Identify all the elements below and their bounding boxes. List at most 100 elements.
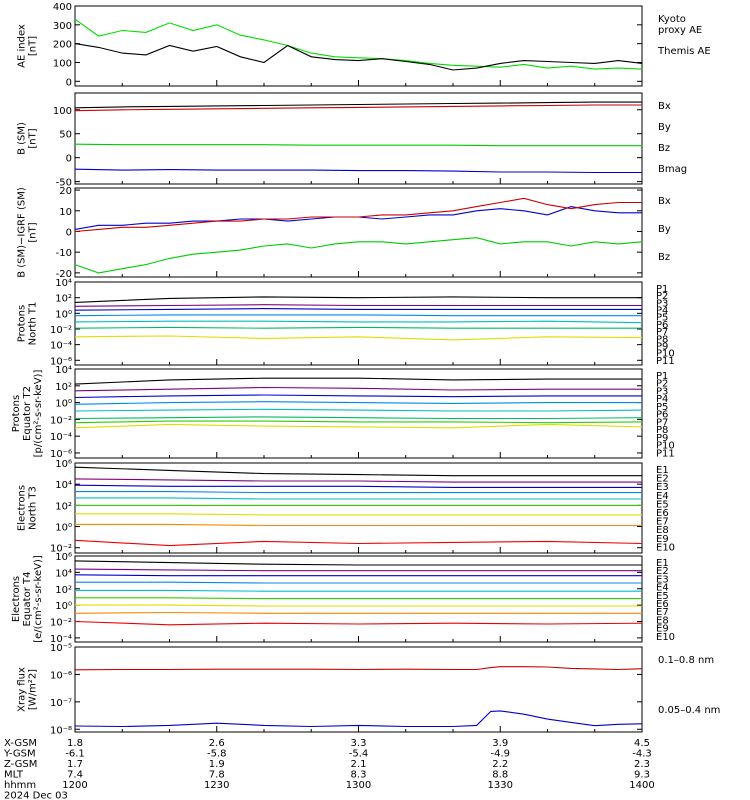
y-tick-label: 10⁰: [55, 601, 72, 612]
legend-entry: P2: [656, 379, 668, 390]
legend-entry: P4: [656, 306, 668, 317]
legend-entry: E9: [656, 624, 669, 635]
y-tick-label: 10⁻⁴: [50, 432, 72, 443]
legend-entry: E3: [656, 574, 669, 585]
series-line-e7: [75, 604, 642, 607]
plot-frame: [74, 5, 643, 87]
y-tick-label: 20: [59, 186, 72, 197]
legend-entry: P6: [656, 410, 668, 421]
y-axis-label: Electrons: [17, 485, 28, 531]
legend-entry: Kyoto: [658, 14, 686, 25]
legend-entry: Bx: [658, 101, 671, 112]
legend-entry: Themis AE: [657, 46, 711, 57]
panel-protons_equator: 10⁴ 10² 10⁰ 10⁻² 10⁻⁴ 10⁻⁶ Protons Equator T2 [p…: [11, 365, 675, 460]
panel-b_igrf: 20 10 0 -10 -20 B (SM)−IGRF (SM) [nT] Bx By Bz: [17, 186, 671, 280]
legend-entry: E7: [656, 517, 669, 528]
series-line-bmag: [74, 101, 642, 109]
series-line-p6: [74, 416, 643, 420]
legend-entry: E5: [656, 591, 669, 602]
legend-entry: E4: [656, 583, 669, 594]
ephemeris-cell: 1400: [629, 780, 654, 791]
y-tick-label: 100: [53, 58, 72, 69]
panel-protons_north: 10⁴ 10² 10⁰ 10⁻² 10⁻⁴ 10⁻⁶ Protons North T1 P1P2…: [17, 278, 675, 367]
y-tick-label: 10⁰: [55, 523, 72, 534]
y-tick-label: 10²: [55, 294, 72, 305]
y-axis-label: Protons: [17, 305, 28, 342]
ephemeris-cell: -4.3: [632, 749, 652, 760]
ephemeris-cell: 2.3: [634, 759, 650, 770]
ephemeris-row-label: hhmm: [4, 780, 36, 791]
y-tick-label: 10⁶: [55, 552, 72, 563]
y-axis-label: [p/(cm²-s-sr-keV)]: [33, 370, 44, 458]
series-line-p8: [74, 423, 643, 429]
legend-entry: By: [658, 122, 671, 133]
y-tick-label: 10⁰: [55, 399, 72, 410]
plot-frame: [74, 368, 643, 459]
series-line-e8: [75, 523, 642, 527]
legend-entry: P7: [656, 417, 668, 428]
y-tick-label: 10⁴: [55, 278, 72, 289]
y-tick-label: 10²: [55, 382, 72, 393]
series-line-p2: [74, 304, 642, 307]
y-tick-label: -20: [56, 269, 72, 280]
legend-entry: P5: [656, 402, 668, 413]
legend-entry: P3: [656, 298, 668, 309]
y-tick-label: 10⁻⁸: [50, 725, 72, 736]
y-axis-label: [nT]: [28, 36, 39, 56]
legend-entry: P1: [656, 371, 668, 382]
y-axis-label: Protons: [11, 395, 22, 432]
legend-entry: E8: [656, 525, 669, 536]
legend-entry: P11: [656, 448, 675, 459]
series-line-e3: [74, 484, 642, 488]
y-axis-label: Xray flux: [17, 667, 28, 712]
legend-entry: P8: [656, 425, 668, 436]
y-axis-label: [nT]: [28, 128, 39, 148]
y-tick-label: 10⁻⁷: [50, 698, 72, 709]
legend-entry: E8: [656, 615, 669, 626]
panel-b_sm: 100 50 0 -50 B (SM) [nT] Bx By Bz Bmag: [17, 92, 687, 189]
series-line-bx: [74, 168, 642, 174]
series-line-e2: [74, 478, 642, 483]
ephemeris-cell: 4.5: [634, 738, 650, 749]
ephemeris-cell: 2.2: [492, 759, 508, 770]
y-tick-label: 10⁻²: [50, 415, 72, 426]
y-tick-label: 10: [59, 207, 72, 218]
plot-frame: [74, 462, 643, 554]
ephemeris-cell: 1230: [204, 780, 229, 791]
legend-entry: P3: [656, 386, 668, 397]
legend-entry: P5: [656, 313, 668, 324]
panel-electrons_equator: 10⁶ 10⁴ 10² 10⁰ 10⁻² 10⁻⁴ Electrons Equator T4[…: [11, 552, 675, 645]
series-line-themis-ae: [74, 43, 643, 71]
legend-entry: E1: [656, 465, 669, 476]
ephemeris-cell: 9.3: [634, 770, 650, 781]
legend-entry: P10: [656, 441, 675, 452]
legend-entry: E6: [656, 508, 669, 519]
legend-entry: P4: [656, 394, 668, 405]
y-tick-label: 10⁶: [55, 459, 72, 470]
series-line-e1: [74, 560, 642, 566]
plot-frame: [74, 187, 643, 278]
legend-entry: Bmag: [658, 164, 687, 175]
ephemeris-row-label: Z-GSM: [4, 759, 37, 770]
ephemeris-cell: 1300: [346, 780, 371, 791]
legend-entry: E5: [656, 499, 669, 510]
legend-entry: Bz: [658, 252, 670, 263]
y-axis-label: [nT]: [28, 222, 39, 242]
y-axis-label: Equator T4: [22, 572, 33, 627]
ephemeris-cell: -5.4: [349, 749, 369, 760]
series-line-p3: [74, 394, 642, 399]
series-line-p5: [74, 320, 643, 324]
y-tick-label: 0: [66, 227, 72, 238]
y-axis-label: [W/m²2]: [28, 669, 39, 710]
legend-entry: 0.1–0.8 nm: [658, 655, 714, 666]
series-line-p4: [74, 314, 642, 317]
legend-entry: P6: [656, 320, 668, 331]
y-tick-label: 10⁴: [55, 480, 72, 491]
legend-entry: E9: [656, 534, 669, 545]
series-line-e7: [75, 513, 642, 516]
legend-entry: proxy AE: [658, 25, 702, 36]
series-line-p1: [74, 377, 642, 385]
legend-entry: 0.05–0.4 nm: [658, 705, 720, 716]
